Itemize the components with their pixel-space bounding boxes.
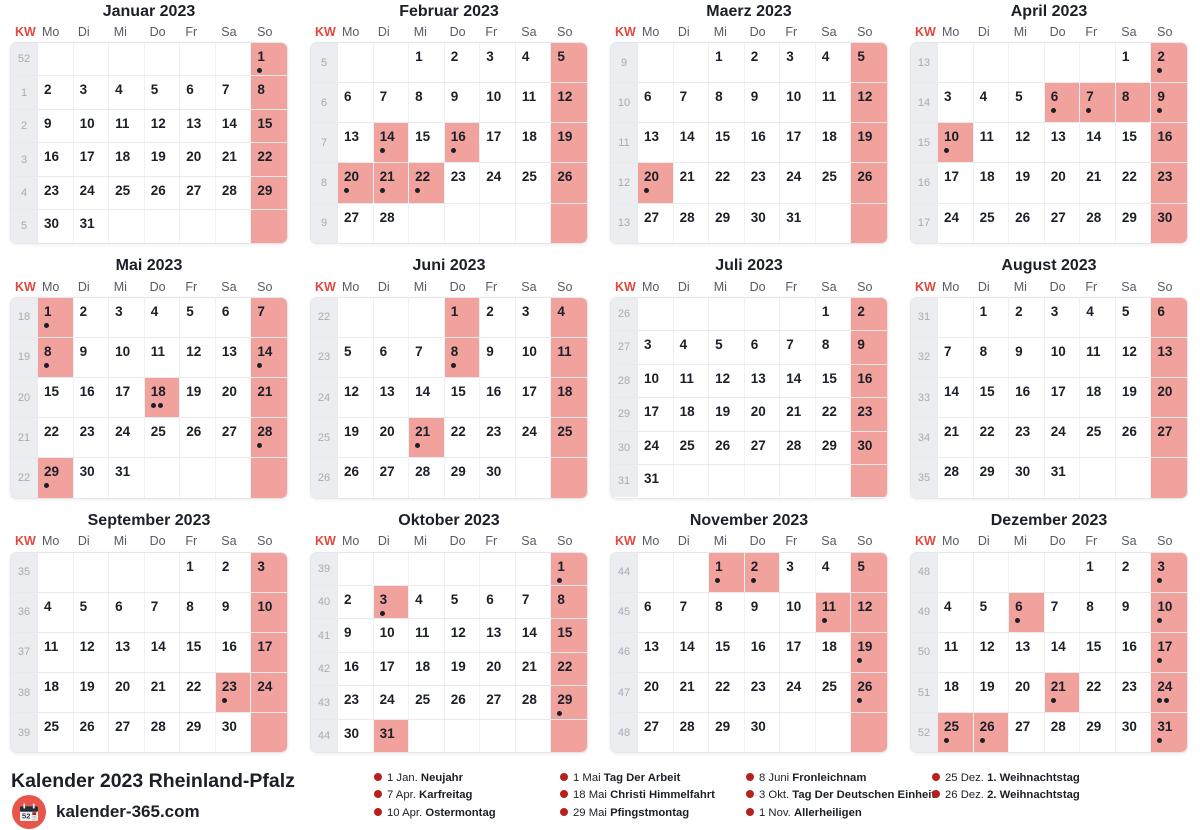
svg-text:52: 52	[22, 812, 30, 821]
